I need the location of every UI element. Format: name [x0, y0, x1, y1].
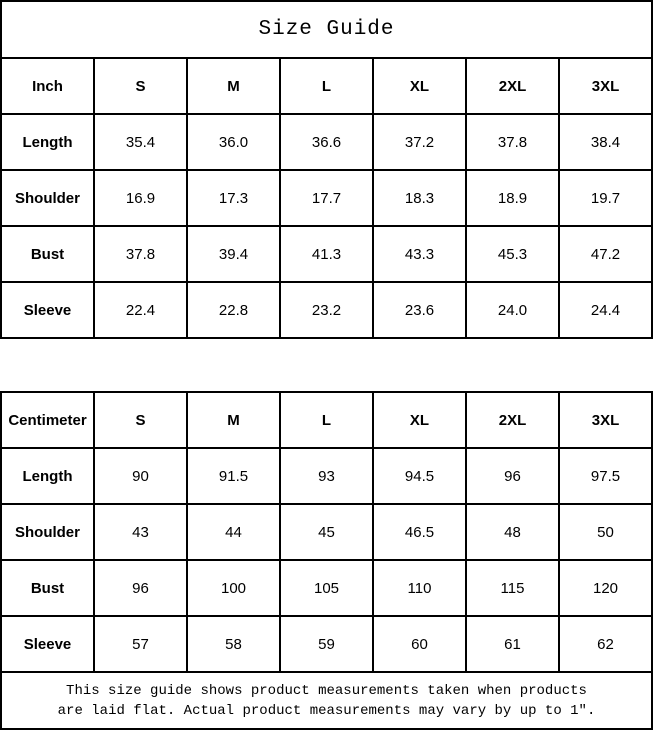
row-label: Sleeve — [0, 615, 95, 673]
measurement-cell: 48 — [465, 503, 560, 561]
measurement-cell: 37.2 — [372, 113, 467, 171]
measurement-cell: 43.3 — [372, 225, 467, 283]
measurement-cell: 45 — [279, 503, 374, 561]
table-row: Sleeve 22.4 22.8 23.2 23.6 24.0 24.4 — [0, 281, 653, 339]
size-guide-title: Size Guide — [0, 0, 653, 57]
measurement-cell: 62 — [558, 615, 653, 673]
size-column-header: S — [93, 391, 188, 449]
table-row: Shoulder 43 44 45 46.5 48 50 — [0, 503, 653, 561]
measurement-cell: 59 — [279, 615, 374, 673]
measurement-cell: 97.5 — [558, 447, 653, 505]
unit-header: Inch — [0, 57, 95, 115]
header-row: Centimeter S M L XL 2XL 3XL — [0, 391, 653, 449]
measurement-cell: 96 — [465, 447, 560, 505]
measurement-cell: 93 — [279, 447, 374, 505]
size-column-header: 2XL — [465, 57, 560, 115]
measurement-cell: 50 — [558, 503, 653, 561]
row-label: Bust — [0, 559, 95, 617]
measurement-cell: 45.3 — [465, 225, 560, 283]
measurement-cell: 22.4 — [93, 281, 188, 339]
measurement-cell: 43 — [93, 503, 188, 561]
measurement-cell: 94.5 — [372, 447, 467, 505]
footer-note-line2: are laid flat. Actual product measuremen… — [57, 702, 596, 719]
measurement-cell: 19.7 — [558, 169, 653, 227]
table-row: Length 35.4 36.0 36.6 37.2 37.8 38.4 — [0, 113, 653, 171]
measurement-cell: 23.6 — [372, 281, 467, 339]
table-row: Length 90 91.5 93 94.5 96 97.5 — [0, 447, 653, 505]
measurement-cell: 39.4 — [186, 225, 281, 283]
size-column-header: XL — [372, 391, 467, 449]
header-row: Inch S M L XL 2XL 3XL — [0, 57, 653, 115]
measurement-cell: 38.4 — [558, 113, 653, 171]
measurement-cell: 17.3 — [186, 169, 281, 227]
measurement-cell: 61 — [465, 615, 560, 673]
row-label: Shoulder — [0, 503, 95, 561]
measurement-cell: 47.2 — [558, 225, 653, 283]
size-table-centimeter: Centimeter S M L XL 2XL 3XL Length 90 91… — [0, 391, 653, 673]
table-row: Bust 37.8 39.4 41.3 43.3 45.3 47.2 — [0, 225, 653, 283]
size-table-inch: Inch S M L XL 2XL 3XL Length 35.4 36.0 3… — [0, 57, 653, 339]
measurement-cell: 91.5 — [186, 447, 281, 505]
measurement-cell: 58 — [186, 615, 281, 673]
footer-note-line1: This size guide shows product measuremen… — [66, 682, 587, 699]
size-column-header: L — [279, 391, 374, 449]
measurement-cell: 41.3 — [279, 225, 374, 283]
measurement-cell: 120 — [558, 559, 653, 617]
measurement-cell: 100 — [186, 559, 281, 617]
measurement-cell: 96 — [93, 559, 188, 617]
measurement-cell: 18.9 — [465, 169, 560, 227]
measurement-cell: 23.2 — [279, 281, 374, 339]
measurement-cell: 36.6 — [279, 113, 374, 171]
row-label: Length — [0, 447, 95, 505]
table-row: Bust 96 100 105 110 115 120 — [0, 559, 653, 617]
measurement-cell: 36.0 — [186, 113, 281, 171]
table-row: Shoulder 16.9 17.3 17.7 18.3 18.9 19.7 — [0, 169, 653, 227]
size-column-header: 3XL — [558, 57, 653, 115]
measurement-cell: 37.8 — [93, 225, 188, 283]
measurement-cell: 18.3 — [372, 169, 467, 227]
row-label: Length — [0, 113, 95, 171]
measurement-cell: 115 — [465, 559, 560, 617]
row-label: Shoulder — [0, 169, 95, 227]
measurement-cell: 35.4 — [93, 113, 188, 171]
unit-header: Centimeter — [0, 391, 95, 449]
measurement-cell: 22.8 — [186, 281, 281, 339]
measurement-cell: 46.5 — [372, 503, 467, 561]
size-column-header: 2XL — [465, 391, 560, 449]
measurement-cell: 37.8 — [465, 113, 560, 171]
size-column-header: S — [93, 57, 188, 115]
row-label: Sleeve — [0, 281, 95, 339]
measurement-cell: 90 — [93, 447, 188, 505]
measurement-cell: 16.9 — [93, 169, 188, 227]
footer-note: This size guide shows product measuremen… — [0, 673, 653, 730]
measurement-cell: 24.4 — [558, 281, 653, 339]
table-gap — [0, 339, 653, 391]
measurement-cell: 44 — [186, 503, 281, 561]
measurement-cell: 57 — [93, 615, 188, 673]
row-label: Bust — [0, 225, 95, 283]
size-column-header: M — [186, 57, 281, 115]
measurement-cell: 24.0 — [465, 281, 560, 339]
size-column-header: 3XL — [558, 391, 653, 449]
size-column-header: XL — [372, 57, 467, 115]
table-row: Sleeve 57 58 59 60 61 62 — [0, 615, 653, 673]
measurement-cell: 110 — [372, 559, 467, 617]
size-column-header: M — [186, 391, 281, 449]
measurement-cell: 60 — [372, 615, 467, 673]
size-column-header: L — [279, 57, 374, 115]
measurement-cell: 105 — [279, 559, 374, 617]
measurement-cell: 17.7 — [279, 169, 374, 227]
